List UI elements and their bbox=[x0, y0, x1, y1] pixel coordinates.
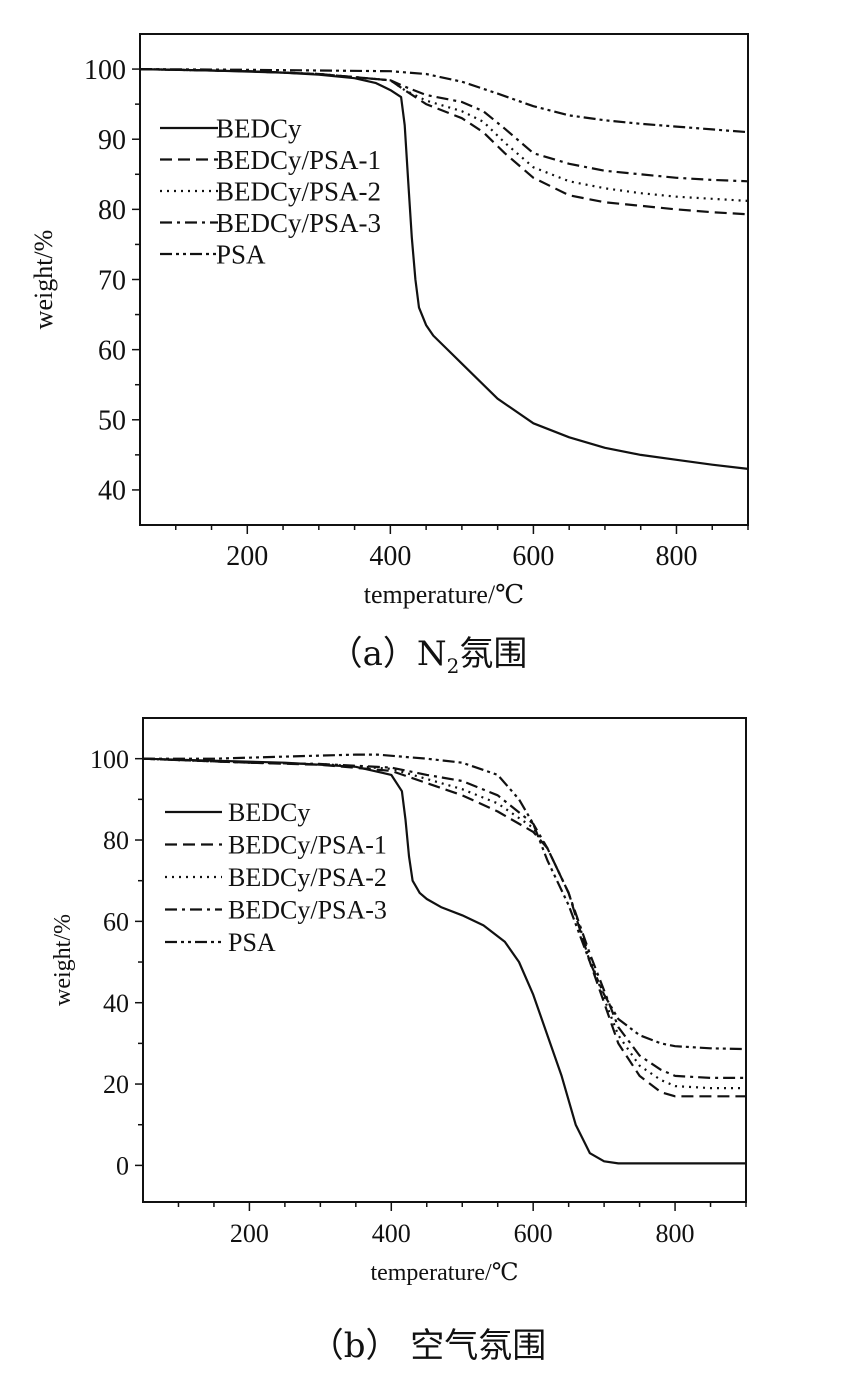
caption-a: （a）N2氛围 bbox=[0, 626, 856, 678]
caption-a-n: N bbox=[416, 634, 447, 674]
x-tick-label: 600 bbox=[512, 541, 554, 572]
series-line-5 bbox=[139, 68, 749, 134]
y-tick-label: 100 bbox=[84, 55, 126, 86]
y-axis-label: weight/% bbox=[50, 914, 76, 1006]
legend-label: PSA bbox=[216, 239, 266, 269]
caption-a-suffix: 氛围 bbox=[459, 634, 528, 674]
y-tick-label: 20 bbox=[103, 1070, 129, 1099]
y-tick-label: 100 bbox=[90, 745, 129, 774]
legend-label: BEDCy bbox=[216, 113, 302, 143]
caption-a-subscript: 2 bbox=[446, 653, 460, 678]
x-tick-label: 400 bbox=[372, 1219, 411, 1248]
chart-n2-atmosphere: 200 400 600 800 40 50 60 70 80 90 100 temperature/℃… bbox=[29, 33, 749, 609]
series-line-4 bbox=[139, 68, 749, 183]
y-tick-label: 40 bbox=[103, 989, 129, 1018]
series-line-2 bbox=[142, 757, 746, 1098]
legend-label: BEDCy/PSA-1 bbox=[228, 831, 387, 860]
series-line-3 bbox=[142, 757, 746, 1090]
caption-b: （b） 空气氛围 bbox=[309, 1326, 547, 1366]
y-tick-label: 80 bbox=[98, 195, 126, 226]
y-axis-label: weight/% bbox=[29, 230, 58, 330]
series-line-5 bbox=[143, 753, 747, 1051]
caption-a-prefix: （a） bbox=[328, 634, 417, 674]
series-line-4 bbox=[142, 757, 746, 1079]
series-line-1 bbox=[142, 757, 746, 1165]
legend-label: BEDCy/PSA-3 bbox=[228, 896, 387, 925]
y-tick-label: 70 bbox=[98, 265, 126, 296]
legend-label: BEDCy/PSA-2 bbox=[228, 863, 387, 892]
x-axis-label: temperature/℃ bbox=[364, 580, 524, 609]
plot-frame bbox=[142, 717, 747, 1203]
y-tick-label: 50 bbox=[98, 406, 126, 437]
y-tick-label: 40 bbox=[98, 476, 126, 507]
y-tick-label: 60 bbox=[103, 907, 129, 936]
x-tick-label: 600 bbox=[514, 1219, 553, 1248]
x-tick-label: 800 bbox=[656, 1219, 695, 1248]
x-axis-label: temperature/℃ bbox=[370, 1260, 518, 1286]
legend-label: PSA bbox=[228, 928, 276, 957]
series-line-1 bbox=[139, 68, 749, 470]
legend-label: BEDCy/PSA-1 bbox=[216, 145, 381, 175]
y-tick-label: 90 bbox=[98, 125, 126, 156]
y-tick-label: 0 bbox=[116, 1151, 129, 1180]
x-tick-label: 200 bbox=[230, 1219, 269, 1248]
legend-label: BEDCy/PSA-2 bbox=[216, 176, 381, 206]
legend-label: BEDCy bbox=[228, 798, 310, 827]
x-tick-label: 200 bbox=[226, 541, 268, 572]
x-tick-label: 400 bbox=[369, 541, 411, 572]
x-tick-label: 800 bbox=[655, 541, 697, 572]
y-tick-label: 80 bbox=[103, 826, 129, 855]
y-tick-label: 60 bbox=[98, 335, 126, 366]
legend-label: BEDCy/PSA-3 bbox=[216, 208, 381, 238]
